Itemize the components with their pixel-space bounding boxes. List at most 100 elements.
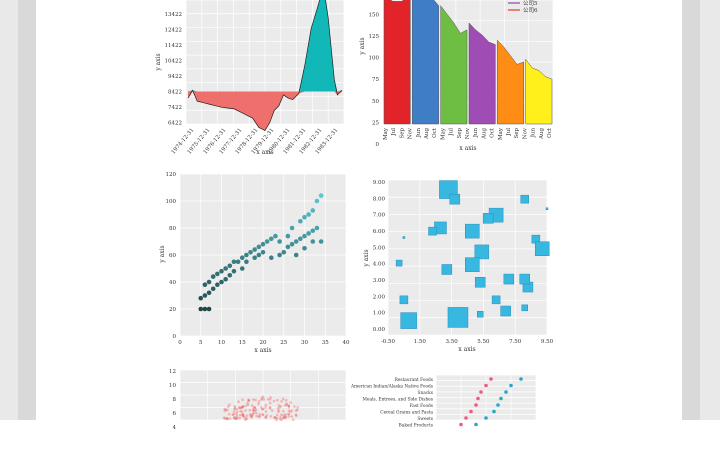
scatter-point	[272, 399, 276, 403]
y-tick-label: 50	[372, 99, 379, 105]
y-tick-label: 125	[369, 34, 380, 40]
y-tick-label: 3.00	[373, 278, 386, 284]
scatter-point	[302, 245, 307, 251]
dot-series-b	[492, 409, 496, 414]
scatter-point	[228, 403, 231, 406]
scatter-point	[248, 250, 253, 255]
scatter-point	[278, 405, 281, 409]
scatter-point	[277, 252, 282, 258]
scatter-point	[241, 398, 244, 402]
scatter-point	[240, 410, 244, 414]
scatter-point	[285, 403, 289, 406]
scatter-point	[277, 239, 282, 244]
x-tick-label: 20	[260, 340, 267, 346]
scatter-point	[234, 412, 238, 416]
scatter-point	[261, 413, 265, 417]
scatter-square	[447, 307, 469, 328]
scatter-point	[244, 409, 247, 412]
scatter-point	[264, 415, 267, 419]
scatter-square	[395, 259, 403, 267]
scatter-square	[482, 213, 494, 224]
x-axis-label: x axis	[256, 149, 273, 156]
y-tick-label: 6422	[168, 121, 182, 127]
scatter-point	[198, 295, 204, 301]
scatter-point	[306, 231, 311, 236]
x-tick-label: May	[498, 127, 504, 140]
y-tick-label: 120	[166, 172, 177, 178]
scatter-point	[254, 411, 258, 415]
scatter-point	[244, 416, 248, 420]
scatter-point	[281, 250, 287, 255]
scatter-point	[269, 255, 274, 260]
y-tick-label: 25	[372, 120, 379, 126]
scatter-square	[534, 241, 550, 256]
scatter-point	[282, 416, 286, 419]
scatter-point	[219, 279, 224, 285]
scatter-square	[519, 273, 530, 285]
scatter-point	[270, 409, 274, 412]
legend-entry: 公司5	[523, 0, 538, 7]
area-panel	[497, 39, 524, 125]
scatter-point	[277, 410, 280, 414]
x-tick-label: 25	[280, 340, 287, 346]
scatter-point	[314, 225, 320, 231]
y-tick-label: 8	[173, 397, 177, 403]
scatter-point	[289, 410, 292, 414]
x-tick-label: Aug	[481, 128, 487, 141]
chart-6-dot-plot	[435, 374, 537, 427]
scatter-point	[245, 414, 249, 417]
scatter-point	[291, 418, 295, 422]
scatter-point	[241, 412, 245, 416]
scatter-square	[428, 226, 437, 236]
scatter-square	[441, 264, 453, 275]
scatter-point	[244, 418, 247, 422]
scatter-point	[265, 413, 269, 417]
scatter-point	[261, 395, 265, 398]
scatter-point	[273, 416, 276, 419]
y-tick-label: 100	[369, 56, 380, 62]
right-outer-frame	[700, 0, 720, 420]
scatter-point	[250, 404, 254, 407]
scatter-point	[293, 252, 299, 258]
scatter-point	[256, 244, 262, 250]
scatter-point	[289, 225, 295, 231]
area-panel	[525, 58, 553, 125]
area-panel	[383, 0, 411, 125]
y-tick-label: 75	[372, 77, 379, 83]
scatter-point	[233, 407, 236, 411]
scatter-point	[223, 277, 228, 282]
scatter-point	[202, 282, 208, 288]
scatter-point	[262, 398, 266, 401]
scatter-point	[251, 408, 255, 412]
scatter-point	[239, 413, 242, 417]
scatter-point	[226, 405, 230, 408]
x-tick-label: 1.50	[414, 339, 427, 345]
scatter-point	[318, 193, 324, 198]
scatter-point	[219, 268, 224, 274]
scatter-point	[233, 405, 237, 408]
scatter-point	[215, 271, 220, 277]
scatter-point	[223, 266, 228, 271]
x-tick-label: 5	[199, 340, 203, 346]
scatter-point	[248, 408, 252, 412]
category-label: Restaurant Foods	[395, 378, 433, 383]
y-tick-label: 7422	[168, 105, 182, 111]
scatter-point	[226, 408, 229, 412]
scatter-point	[254, 408, 258, 412]
scatter-point	[284, 416, 288, 419]
scatter-point	[260, 241, 266, 247]
category-label: Fast Foods	[410, 404, 433, 409]
scatter-point	[248, 412, 252, 416]
scatter-point	[257, 402, 260, 406]
scatter-point	[239, 266, 245, 271]
category-label: Snacks	[418, 391, 434, 396]
scatter-point	[257, 400, 261, 403]
scatter-point	[254, 398, 257, 402]
scatter-point	[252, 406, 256, 410]
scatter-point	[233, 415, 237, 419]
scatter-point	[298, 218, 303, 224]
scatter-point	[253, 406, 257, 409]
x-tick-label: 9.50	[541, 339, 554, 345]
x-tick-label: 7.50	[509, 339, 522, 345]
